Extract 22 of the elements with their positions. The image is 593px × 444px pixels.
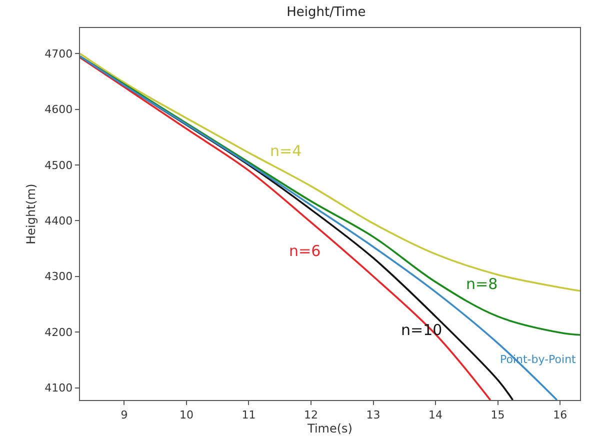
x-tick-label: 13 (366, 408, 380, 422)
x-tick-label: 12 (304, 408, 318, 422)
y-tick-label: 4400 (44, 214, 73, 228)
y-tick-label: 4600 (44, 103, 73, 116)
y-tick-label: 4100 (44, 382, 73, 395)
series-label: n=6 (289, 242, 321, 260)
x-tick-label: 9 (120, 408, 128, 422)
y-tick-label: 4700 (44, 47, 73, 60)
x-tick-label: 11 (242, 408, 256, 422)
y-tick-label: 4300 (44, 270, 73, 284)
series-label: n=8 (466, 275, 498, 293)
x-tick-label: 10 (179, 408, 194, 422)
x-tick-label: 15 (490, 408, 505, 422)
series-label: n=4 (270, 142, 302, 160)
y-tick-label: 4500 (44, 158, 73, 172)
x-axis-title: Time(s) (306, 421, 352, 436)
y-axis-title: Height(m) (24, 184, 38, 244)
y-tick-label: 4200 (44, 326, 73, 339)
line-series (80, 52, 580, 292)
chart-title: Height/Time (286, 4, 366, 20)
x-tick-label: 14 (428, 408, 443, 422)
x-tick-label: 16 (553, 408, 568, 422)
